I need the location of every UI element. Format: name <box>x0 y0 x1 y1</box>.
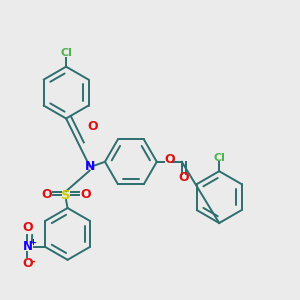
Text: S: S <box>61 189 71 202</box>
Text: +: + <box>29 238 36 247</box>
Text: Cl: Cl <box>213 153 225 163</box>
Text: O: O <box>22 257 33 271</box>
Text: Cl: Cl <box>60 48 72 59</box>
Text: N: N <box>85 160 95 173</box>
Text: O: O <box>164 153 175 166</box>
Text: O: O <box>88 120 98 133</box>
Text: O: O <box>42 188 52 201</box>
Text: O: O <box>80 188 91 201</box>
Text: -: - <box>30 257 35 267</box>
Text: O: O <box>178 172 189 184</box>
Text: N: N <box>22 240 32 254</box>
Text: O: O <box>22 221 33 234</box>
